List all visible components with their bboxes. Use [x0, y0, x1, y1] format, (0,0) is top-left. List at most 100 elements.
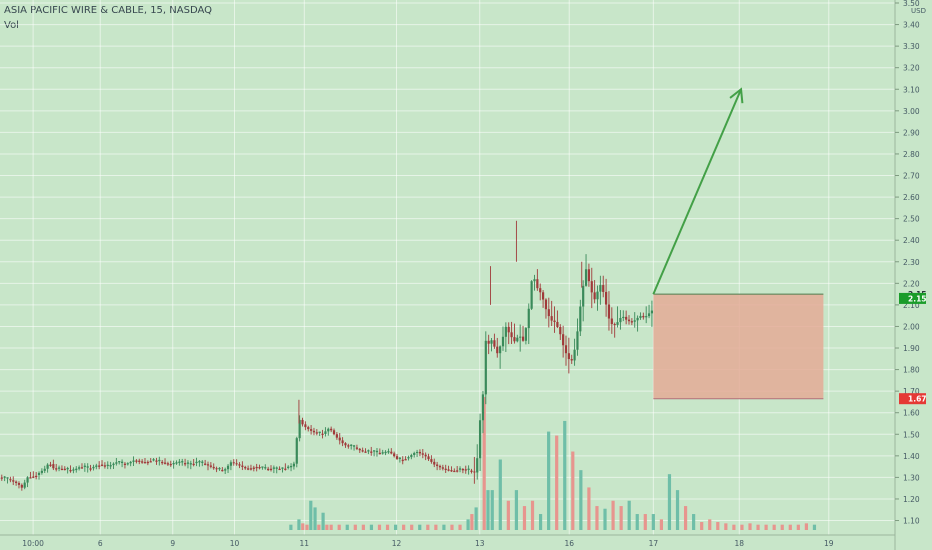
candle-up [350, 444, 353, 446]
candle-up [224, 469, 227, 471]
price-tick-label: 2.50 [903, 215, 920, 224]
volume-bar-up [579, 470, 583, 530]
candle-up [112, 463, 115, 466]
candle-down [221, 469, 224, 472]
candle-down [510, 332, 513, 338]
candle-up [633, 320, 636, 322]
volume-bar-down [530, 500, 535, 530]
candle-down [252, 467, 255, 469]
volume-bar-down [385, 524, 390, 530]
candle-down [258, 467, 261, 469]
candle-down [539, 288, 542, 293]
candle-up [178, 461, 181, 463]
candle-down [642, 315, 645, 318]
candle-down [544, 299, 548, 310]
candle-up [292, 463, 296, 467]
candle-down [278, 468, 281, 471]
candle-down [146, 461, 149, 464]
candle-down [607, 304, 611, 319]
candle-up [83, 465, 86, 467]
target-arrow-head [729, 87, 744, 104]
volume-bar-down [732, 524, 736, 530]
volume-bar-down [700, 522, 704, 530]
volume-bar-up [514, 490, 519, 530]
candle-down [9, 479, 12, 481]
price-tick-label: 2.70 [903, 172, 920, 181]
candle-up [172, 462, 175, 465]
time-tick-label: 6 [98, 539, 103, 548]
candle-down [473, 471, 476, 473]
candle-up [281, 467, 284, 469]
candle-up [158, 459, 161, 462]
candle-up [524, 328, 528, 341]
candle-down [361, 450, 364, 452]
candle-down [627, 319, 631, 322]
candle-down [335, 434, 338, 438]
candle-up [264, 467, 267, 469]
candle-up [195, 461, 198, 464]
candle-up [636, 317, 639, 321]
volume-bar-down [659, 519, 664, 530]
candle-up [23, 482, 26, 488]
candle-up [484, 340, 487, 395]
volume-bar-down [595, 506, 599, 530]
candle-up [387, 451, 390, 453]
candle-up [481, 394, 485, 421]
candle-down [464, 469, 467, 471]
candle-down [89, 468, 92, 470]
candle-up [352, 445, 356, 447]
candle-up [367, 450, 370, 452]
candle-up [384, 451, 387, 454]
candle-down [235, 463, 238, 465]
volume-bar-down [683, 506, 688, 530]
price-tick-label: 2.40 [903, 236, 920, 245]
volume-bar-up [466, 519, 470, 530]
volume-bar-up [498, 459, 502, 530]
price-tick-label: 2.30 [903, 258, 920, 267]
candle-up [619, 318, 622, 323]
candle-down [613, 324, 616, 326]
candle-down [418, 451, 422, 454]
candle-up [458, 468, 462, 470]
candle-down [35, 475, 38, 478]
volume-bar-down [470, 514, 474, 530]
candle-down [55, 468, 58, 470]
volume-bar-down [434, 524, 438, 530]
candle-up [476, 458, 479, 473]
candle-up [95, 465, 98, 467]
time-tick-label: 12 [392, 539, 402, 548]
candle-down [169, 463, 172, 466]
candle-up [645, 316, 648, 318]
candle-down [63, 468, 66, 471]
candle-down [17, 483, 21, 485]
price-tick-label: 3.20 [903, 64, 920, 73]
price-tick-label: 1.60 [903, 409, 920, 418]
volume-bar-up [692, 514, 696, 530]
time-axis[interactable]: 10:00 6 9 10 11 12 13 16 17 18 19 [22, 539, 833, 548]
candle-down [155, 460, 158, 462]
volume-bar-down [377, 524, 382, 530]
candle-up [37, 472, 41, 475]
candle-up [596, 291, 599, 300]
volume-bar-down [329, 524, 333, 530]
candle-up [40, 470, 43, 473]
volume-bars [289, 397, 817, 530]
candle-up [275, 467, 278, 469]
stop-loss-zone [653, 294, 824, 399]
candle-down [438, 465, 442, 468]
volume-bar-down [410, 524, 414, 530]
volume-bar-down [458, 524, 462, 530]
volume-bar-up [474, 507, 478, 530]
volume-bar-down [361, 524, 365, 530]
volume-bar-down [402, 524, 406, 530]
current-price-badge [899, 292, 926, 304]
candle-down [163, 462, 167, 464]
candle-down [444, 468, 447, 470]
candle-up [327, 428, 330, 432]
candle-down [430, 459, 433, 462]
current-price-label: 2.15 [908, 294, 927, 303]
candle-down [15, 481, 18, 484]
volume-bar-down [325, 524, 329, 530]
